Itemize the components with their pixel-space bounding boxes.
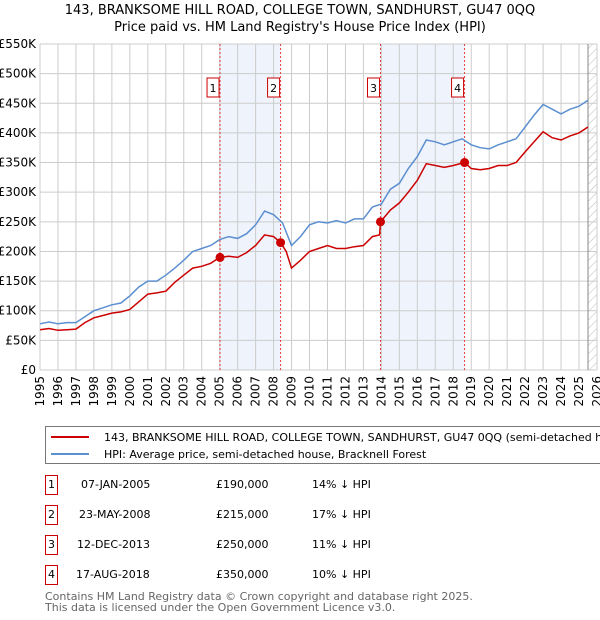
footer-copyright: Contains HM Land Registry data © Crown c… — [45, 590, 473, 603]
sale-price: £215,000 — [216, 508, 269, 521]
legend: 143, BRANKSOME HILL ROAD, COLLEGE TOWN, … — [45, 426, 600, 464]
forecast-hatch — [588, 44, 597, 370]
marker-badge — [206, 77, 220, 98]
x-tick-label: 2023 — [536, 376, 550, 407]
sale-delta: 11% ↓ HPI — [312, 538, 371, 551]
y-tick-label: £350K — [0, 156, 37, 170]
marker-badge — [451, 77, 465, 98]
x-tick-label: 2026 — [590, 376, 600, 407]
sale-point — [276, 238, 286, 248]
x-tick-label: 2018 — [446, 376, 460, 407]
y-tick-label: £550K — [0, 37, 37, 51]
legend-label-property: 143, BRANKSOME HILL ROAD, COLLEGE TOWN, … — [104, 430, 600, 444]
y-tick-label: £450K — [0, 96, 37, 110]
sale-price: £250,000 — [216, 538, 269, 551]
x-tick-label: 1997 — [69, 376, 83, 407]
x-tick-label: 2019 — [464, 376, 478, 407]
legend-label-hpi: HPI: Average price, semi-detached house,… — [104, 447, 427, 461]
x-tick-label: 1999 — [105, 376, 119, 407]
footer: Contains HM Land Registry data © Crown c… — [45, 591, 473, 613]
series-line — [39, 99, 589, 325]
price-chart: 1995 1996 1997 1998 1999 2000 2001 2002 2003 2004… — [0, 37, 600, 407]
y-tick-label: £400K — [0, 126, 37, 140]
legend-item-hpi: HPI: Average price, semi-detached house,… — [46, 446, 426, 462]
sale-price: £190,000 — [216, 478, 269, 491]
x-tick-label: 2007 — [249, 376, 263, 407]
shaded-period — [220, 44, 281, 370]
x-tick-label: 2001 — [141, 376, 155, 407]
sale-point — [460, 158, 470, 168]
sale-date: 23-MAY-2008 — [79, 508, 151, 521]
x-tick-label: 2012 — [338, 376, 352, 407]
x-tick-label: 2024 — [554, 376, 568, 407]
y-tick-label: £150K — [0, 274, 37, 288]
x-tick-label: 1998 — [87, 376, 101, 407]
x-tick-label: 1995 — [33, 376, 47, 407]
x-tick-label: 2004 — [195, 376, 209, 407]
y-tick-label: £0 — [21, 363, 36, 377]
y-tick-label: £50K — [5, 333, 37, 347]
sale-badge: 3 — [45, 535, 58, 555]
x-tick-label: 2005 — [213, 376, 227, 407]
x-tick-label: 2016 — [410, 376, 424, 407]
sale-delta: 10% ↓ HPI — [312, 568, 371, 581]
y-tick-label: £300K — [0, 185, 37, 199]
x-tick-label: 2014 — [374, 376, 388, 407]
marker-label: 4 — [454, 82, 461, 95]
marker-badge — [267, 77, 281, 98]
sale-point — [215, 252, 225, 262]
sale-date: 07-JAN-2005 — [81, 478, 151, 491]
marker-label: 1 — [210, 82, 217, 95]
sale-badge: 2 — [45, 505, 58, 525]
sale-date: 17-AUG-2018 — [76, 568, 150, 581]
x-tick-label: 1996 — [51, 376, 65, 407]
x-tick-label: 2009 — [285, 376, 299, 407]
legend-item-property: 143, BRANKSOME HILL ROAD, COLLEGE TOWN, … — [46, 429, 600, 445]
x-tick-label: 2000 — [123, 376, 137, 407]
footer-licence: This data is licensed under the Open Gov… — [45, 601, 396, 614]
sale-price: £350,000 — [216, 568, 269, 581]
x-tick-label: 2010 — [303, 376, 317, 407]
marker-label: 2 — [270, 82, 277, 95]
x-tick-label: 2025 — [572, 376, 586, 407]
blue-line-swatch — [51, 453, 89, 455]
x-tick-label: 2015 — [392, 376, 406, 407]
x-tick-label: 2008 — [267, 376, 281, 407]
chart-title: 143, BRANKSOME HILL ROAD, COLLEGE TOWN, … — [64, 3, 536, 18]
x-tick-label: 2022 — [518, 376, 532, 407]
x-tick-label: 2006 — [231, 376, 245, 407]
sale-point — [375, 217, 385, 227]
x-tick-label: 2021 — [500, 376, 514, 407]
x-tick-label: 2002 — [159, 376, 173, 407]
chart-subtitle: Price paid vs. HM Land Registry's House … — [114, 20, 486, 35]
y-tick-label: £200K — [0, 244, 37, 258]
x-tick-label: 2020 — [482, 376, 496, 407]
sale-date: 12-DEC-2013 — [77, 538, 151, 551]
sale-delta: 14% ↓ HPI — [312, 478, 371, 491]
sale-badge: 1 — [45, 475, 58, 495]
marker-badge — [366, 77, 380, 98]
x-tick-label: 2003 — [177, 376, 191, 407]
x-tick-label: 2011 — [320, 376, 334, 407]
sale-badge: 4 — [45, 565, 58, 585]
marker-label: 3 — [370, 82, 377, 95]
series-line — [39, 126, 589, 332]
y-tick-label: £100K — [0, 304, 37, 318]
y-tick-label: £500K — [0, 67, 37, 81]
x-tick-label: 2017 — [428, 376, 442, 407]
x-tick-label: 2013 — [356, 376, 370, 407]
y-tick-label: £250K — [0, 215, 37, 229]
sale-delta: 17% ↓ HPI — [312, 508, 371, 521]
red-line-swatch — [51, 436, 89, 438]
